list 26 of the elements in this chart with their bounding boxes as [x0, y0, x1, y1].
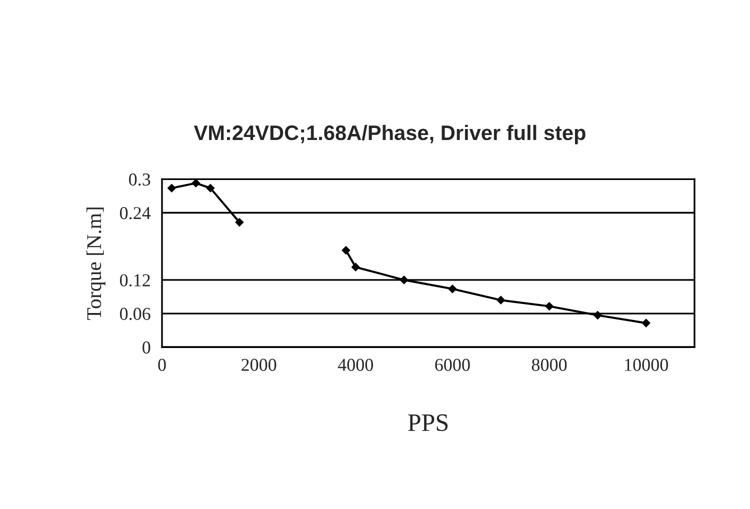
point: [545, 302, 554, 310]
x-tick-label: 10000: [625, 358, 668, 371]
y-axis-title: Torque [N.m]: [86, 208, 106, 320]
point: [235, 218, 244, 226]
x-axis-title: PPS: [408, 414, 448, 432]
point: [352, 262, 360, 272]
point: [400, 276, 408, 284]
x-tick-label: 6000: [435, 358, 470, 371]
y-tick-label: 0.12: [120, 274, 150, 286]
y-tick-label: 0.06: [120, 308, 150, 320]
point: [206, 184, 215, 192]
chart-subtitle: VM:24VDC;1.68A/Phase, Driver full step: [194, 124, 586, 144]
y-tick-label: 0: [142, 341, 150, 354]
point: [342, 246, 350, 254]
point: [642, 318, 650, 328]
x-tick-label: 4000: [338, 358, 374, 371]
point: [496, 296, 505, 304]
x-tick-label: 2000: [242, 358, 276, 371]
point: [448, 284, 457, 294]
point: [594, 311, 602, 320]
point: [192, 179, 200, 188]
y-tick-label: 0.24: [120, 207, 151, 220]
x-tick-label: 0: [158, 358, 166, 371]
y-tick-label: 0.3: [129, 173, 150, 186]
point: [168, 184, 176, 192]
x-tick-label: 8000: [532, 358, 567, 371]
